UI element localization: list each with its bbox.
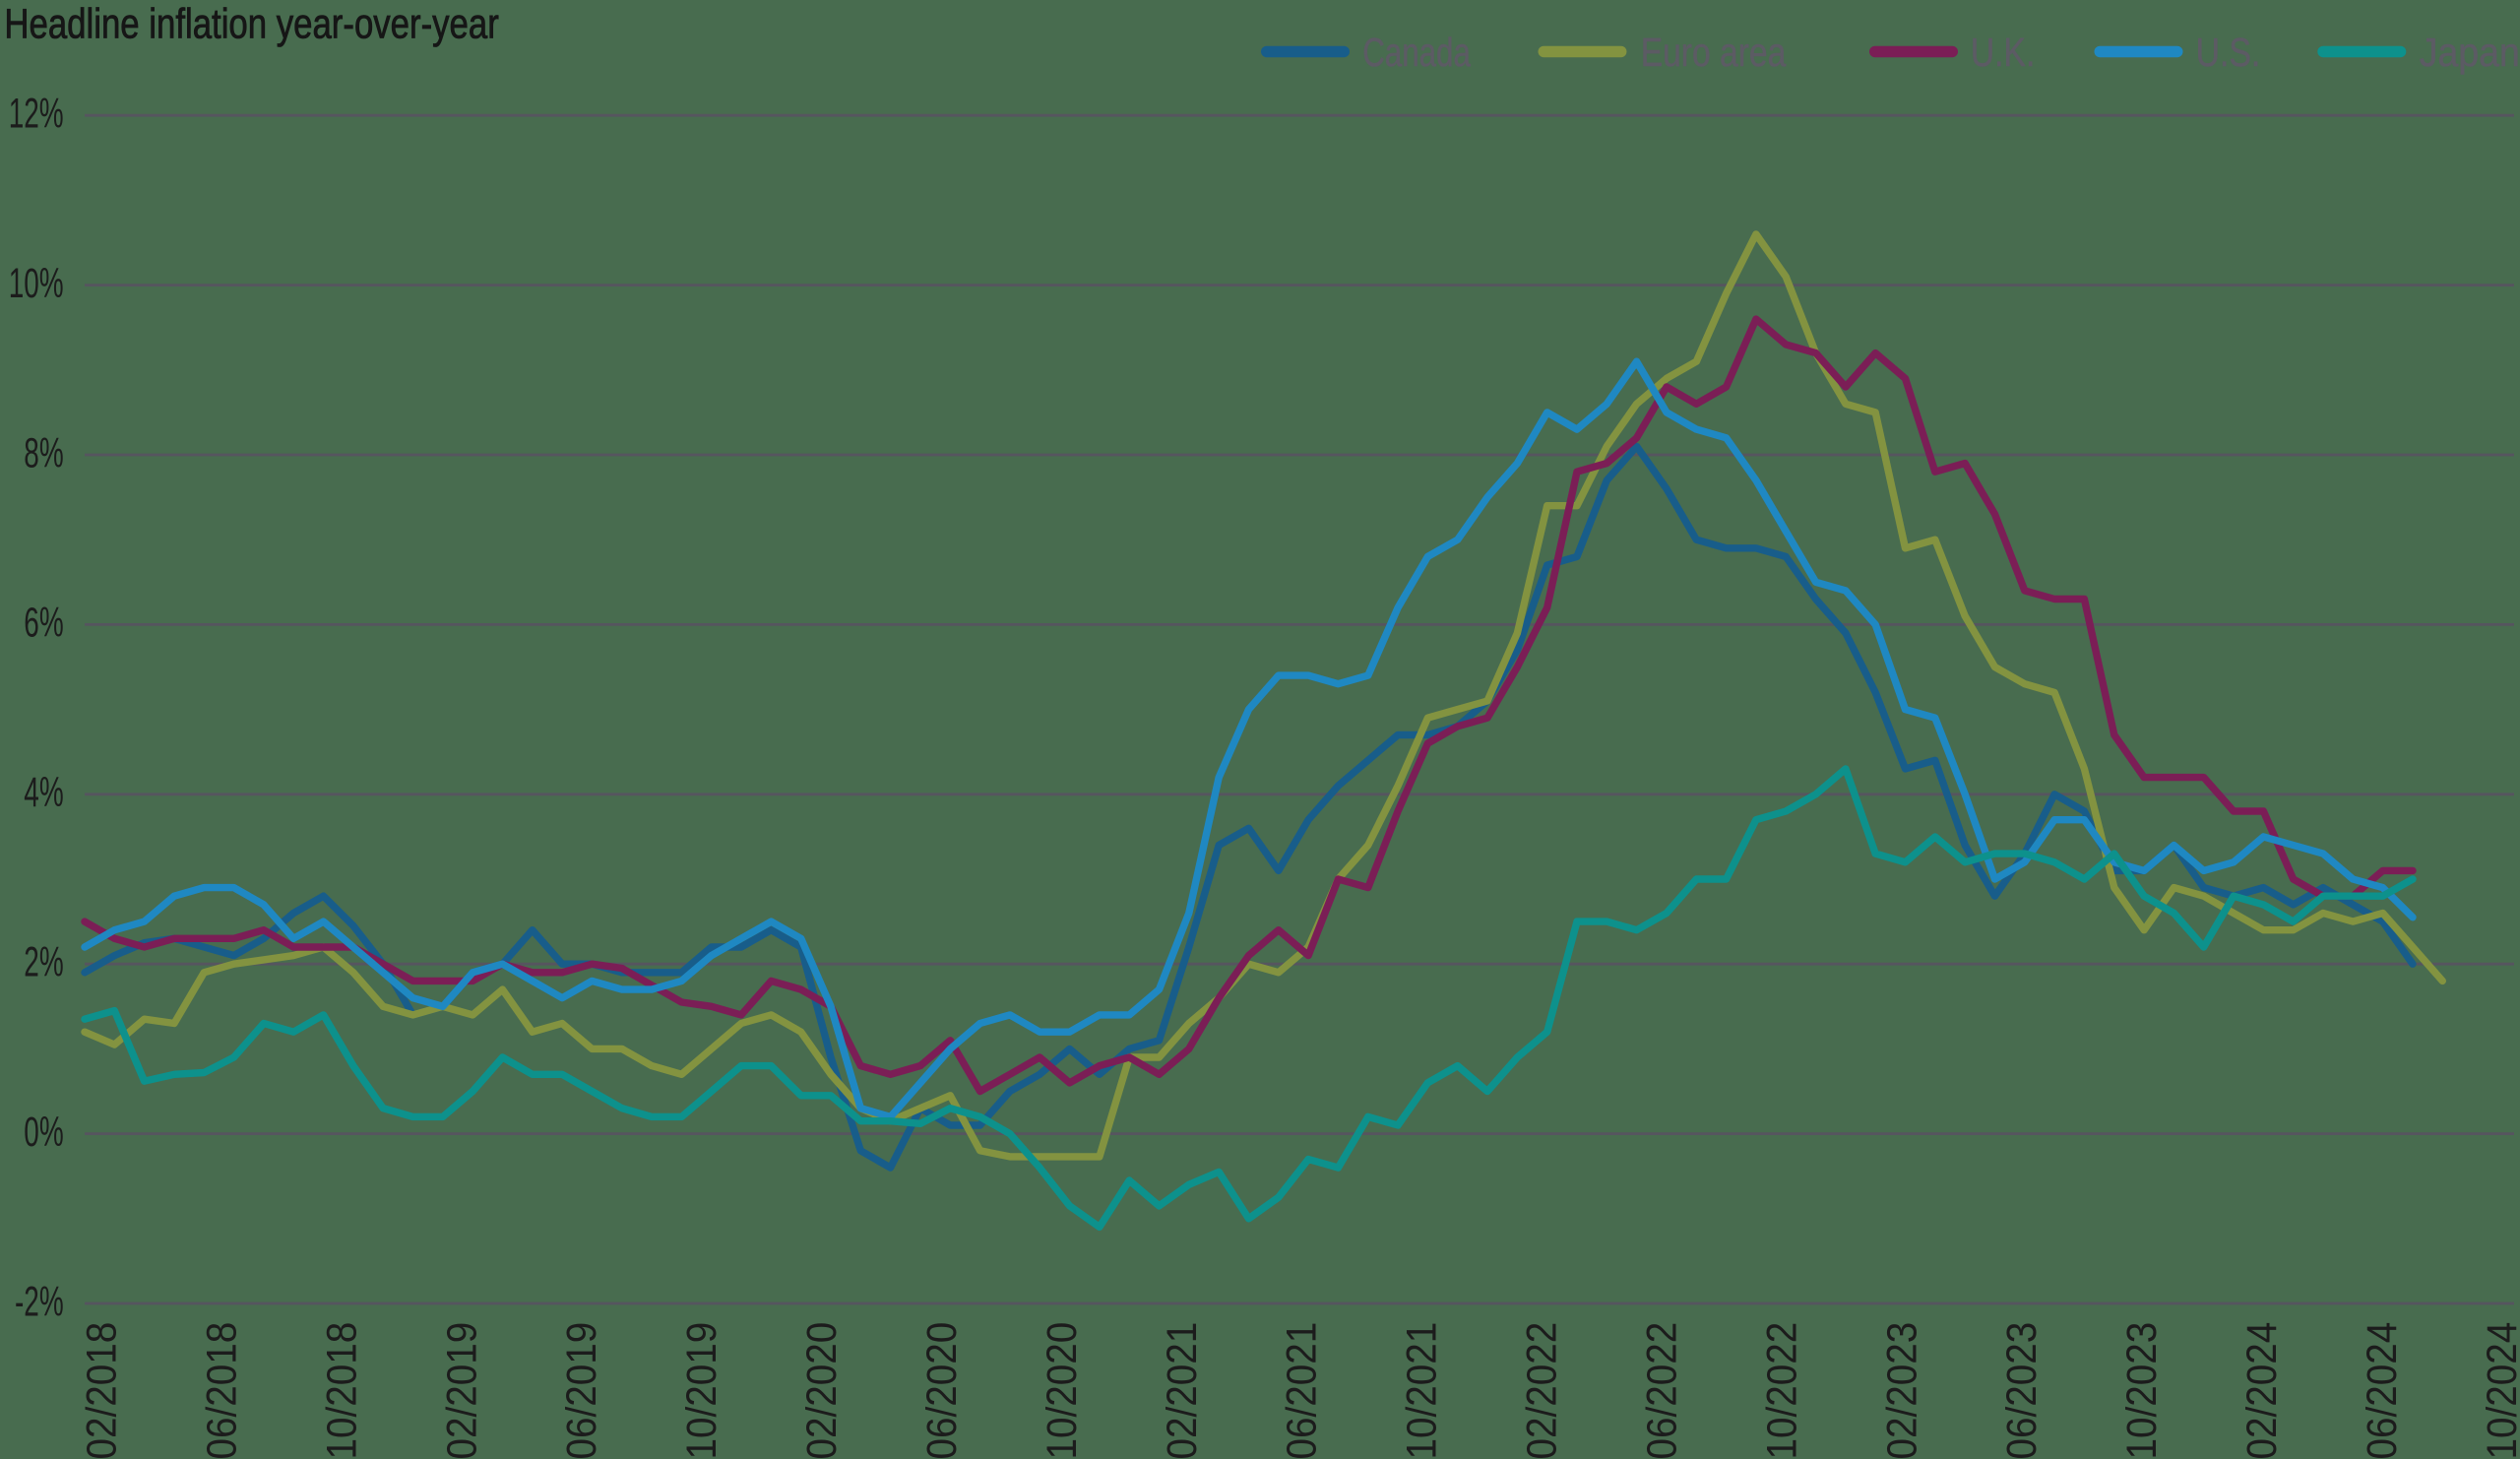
svg-text:02/2024: 02/2024: [2238, 1322, 2286, 1459]
svg-text:10%: 10%: [9, 260, 64, 307]
svg-text:06/2018: 06/2018: [198, 1322, 245, 1459]
svg-text:06/2021: 06/2021: [1279, 1322, 1326, 1459]
svg-text:Headline inflation year-over-y: Headline inflation year-over-year: [4, 0, 498, 47]
svg-text:10/2019: 10/2019: [678, 1322, 725, 1459]
svg-text:0%: 0%: [24, 1109, 63, 1156]
svg-text:02/2023: 02/2023: [1878, 1322, 1925, 1459]
svg-text:10/2023: 10/2023: [2118, 1322, 2166, 1459]
svg-text:02/2022: 02/2022: [1519, 1322, 1566, 1459]
svg-text:U.S.: U.S.: [2196, 30, 2261, 75]
svg-text:4%: 4%: [24, 769, 63, 816]
svg-text:06/2019: 06/2019: [558, 1322, 605, 1459]
svg-text:02/2020: 02/2020: [798, 1322, 846, 1459]
svg-text:06/2022: 06/2022: [1639, 1322, 1686, 1459]
svg-text:06/2024: 06/2024: [2359, 1322, 2406, 1459]
svg-text:Canada: Canada: [1362, 30, 1471, 75]
svg-text:06/2023: 06/2023: [1998, 1322, 2046, 1459]
svg-text:Japan: Japan: [2420, 30, 2520, 75]
svg-text:U.K.: U.K.: [1971, 30, 2035, 75]
svg-text:-2%: -2%: [15, 1278, 64, 1325]
svg-text:6%: 6%: [24, 600, 63, 647]
svg-text:10/2022: 10/2022: [1758, 1322, 1805, 1459]
svg-text:10/2021: 10/2021: [1399, 1322, 1446, 1459]
svg-text:8%: 8%: [24, 429, 63, 476]
svg-text:2%: 2%: [24, 939, 63, 986]
svg-text:02/2021: 02/2021: [1159, 1322, 1206, 1459]
svg-text:10/2020: 10/2020: [1039, 1322, 1086, 1459]
svg-text:06/2020: 06/2020: [918, 1322, 966, 1459]
svg-text:02/2019: 02/2019: [438, 1322, 485, 1459]
svg-text:02/2018: 02/2018: [79, 1322, 126, 1459]
svg-text:10/2024: 10/2024: [2479, 1322, 2520, 1459]
svg-text:10/2018: 10/2018: [318, 1322, 365, 1459]
svg-text:12%: 12%: [9, 91, 64, 138]
svg-text:Euro area: Euro area: [1641, 30, 1787, 75]
